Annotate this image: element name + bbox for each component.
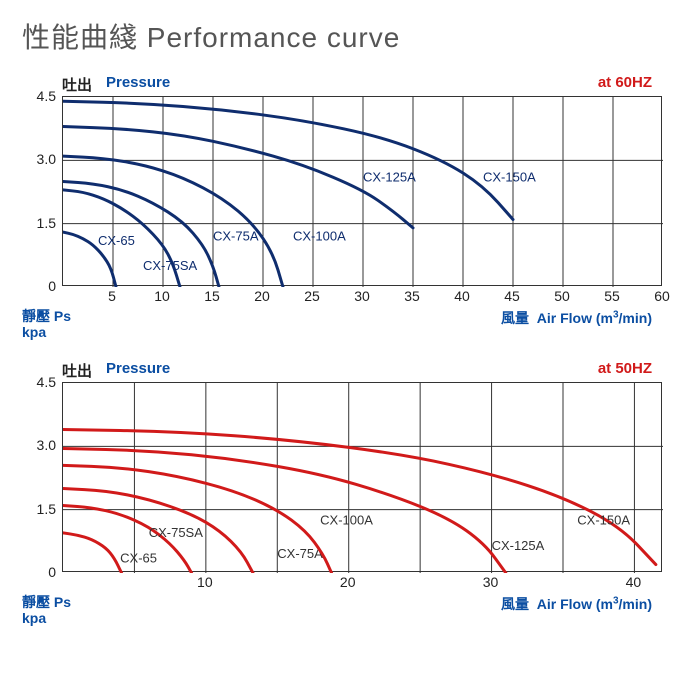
plot-row: 01.53.04.5CX-65CX-75SACX-75ACX-100ACX-12… [22,96,688,286]
y-axis-caption: 靜壓 Pskpa [22,594,71,626]
x-tick: 10 [154,288,170,304]
x-tick: 5 [108,288,116,304]
series-label-CX-65: CX-65 [120,550,157,565]
x-tick: 30 [483,574,499,590]
x-tick: 50 [554,288,570,304]
series-label-CX-125A: CX-125A [492,538,545,553]
chart-top-labels: 吐出 Pressure at 50HZ [62,360,662,382]
series-label-CX-75A: CX-75A [277,546,323,561]
plot-area: CX-65 CX-75SA CX-75A CX-100A CX-125A CX-150A [62,96,662,286]
x-tick: 60 [654,288,670,304]
x-tick: 30 [354,288,370,304]
axis-captions: 靜壓 Pskpa 風量 Air Flow (m3/min) [22,594,662,628]
x-axis-caption: 風量 Air Flow (m3/min) [501,308,652,328]
chart-top-labels: 吐出 Pressure at 60HZ [62,74,662,96]
y-axis: 01.53.04.5 [22,382,62,572]
page-title: 性能曲綫 Performance curve [22,16,688,56]
axis-captions: 靜壓 Pskpa 風量 Air Flow (m3/min) [22,308,662,342]
series-CX-150A [63,429,656,564]
x-tick: 55 [604,288,620,304]
y-axis-caption: 靜壓 Pskpa [22,308,71,340]
plot-row: 01.53.04.5CX-65CX-75SACX-75ACX-100ACX-12… [22,382,688,572]
x-axis: 51015202530354045505560 [62,286,662,308]
y-tick: 4.5 [37,88,56,104]
x-tick: 40 [454,288,470,304]
x-tick: 25 [304,288,320,304]
series-CX-65 [63,533,122,573]
plot-area: CX-65 CX-75SA CX-75A CX-100A CX-125A CX-150A [62,382,662,572]
discharge-label: 吐出 [62,360,92,381]
x-tick: 40 [626,574,642,590]
series-label-CX-75SA: CX-75SA [143,258,198,273]
x-tick: 20 [254,288,270,304]
y-tick: 1.5 [37,501,56,517]
y-tick: 0 [48,564,56,580]
y-tick: 1.5 [37,215,56,231]
series-label-CX-150A: CX-150A [483,169,536,184]
pressure-label: Pressure [106,360,170,377]
x-axis-caption: 風量 Air Flow (m3/min) [501,594,652,614]
x-tick: 15 [204,288,220,304]
frequency-label: at 60HZ [598,74,652,91]
plot-svg: CX-65 CX-75SA CX-75A CX-100A CX-125A CX-150A [63,97,663,287]
series-label-CX-100A: CX-100A [293,229,346,244]
chart-chart60: 吐出Pressureat 60HZ01.53.04.5CX-65CX-75SAC… [22,74,688,342]
y-tick: 0 [48,278,56,294]
series-label-CX-125A: CX-125A [363,169,416,184]
x-tick: 35 [404,288,420,304]
pressure-label: Pressure [106,74,170,91]
plot-svg: CX-65 CX-75SA CX-75A CX-100A CX-125A CX-150A [63,383,663,573]
series-label-CX-75A: CX-75A [213,229,259,244]
discharge-label: 吐出 [62,74,92,95]
charts-container: 吐出Pressureat 60HZ01.53.04.5CX-65CX-75SAC… [12,74,688,628]
series-label-CX-100A: CX-100A [320,512,373,527]
series-label-CX-65: CX-65 [98,233,135,248]
x-tick: 45 [504,288,520,304]
y-tick: 3.0 [37,437,56,453]
x-tick: 10 [197,574,213,590]
series-label-CX-150A: CX-150A [577,512,630,527]
chart-chart50: 吐出Pressureat 50HZ01.53.04.5CX-65CX-75SAC… [22,360,688,628]
x-axis: 10 20 30 40 [62,572,662,594]
y-axis: 01.53.04.5 [22,96,62,286]
series-label-CX-75SA: CX-75SA [149,525,204,540]
frequency-label: at 50HZ [598,360,652,377]
x-tick: 20 [340,574,356,590]
y-tick: 4.5 [37,374,56,390]
y-tick: 3.0 [37,151,56,167]
